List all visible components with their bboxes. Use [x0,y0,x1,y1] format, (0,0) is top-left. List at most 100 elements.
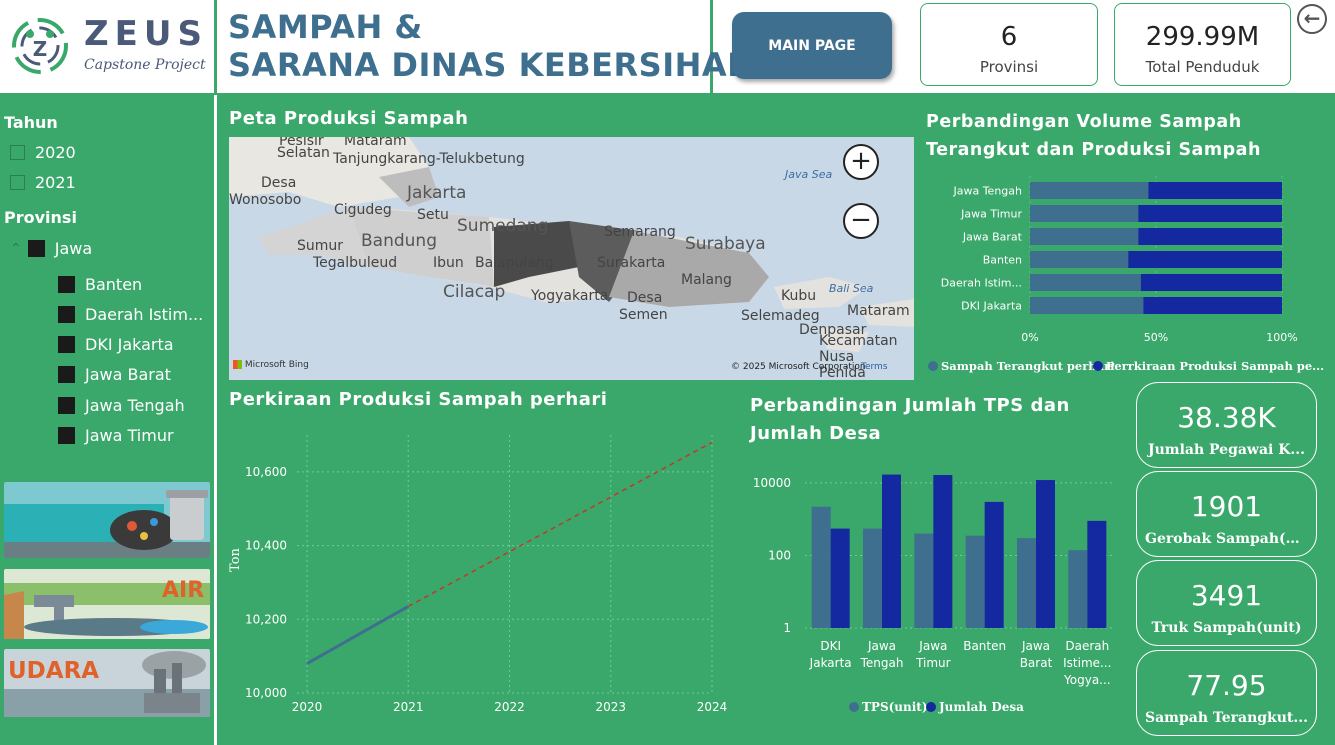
vbar-category-label: Jawa [867,639,896,653]
map-label: Semen [619,307,668,323]
banner-udara[interactable] [4,649,210,717]
vbar-category-label: Banten [963,639,1006,653]
vbar-bar [984,501,1004,628]
map-label: Tanjungkarang-Telukbetung [333,151,525,167]
vbar-category-label: Yogya... [1063,673,1111,687]
map-label: Selemadeg [741,308,820,324]
map-label: Mataram [847,303,910,319]
hbar-legend-label: Sampah Terangkut perhari [941,359,1115,373]
line-ytick-label: 10,000 [245,686,287,700]
map-view[interactable]: Pesisir Selatan Mataram Tanjungkarang-Te… [229,137,914,380]
line-title: Perkiraan Produksi Sampah perhari [229,389,608,410]
hbar-bar [1030,251,1129,268]
hbar-bar [1030,205,1139,222]
checkbox-icon[interactable] [58,396,75,414]
chevron-up-icon[interactable]: ⌃ [10,240,22,257]
line-xtick-label: 2023 [595,700,626,714]
card-gerobak: 1901 Gerobak Sampah(u... [1136,471,1317,557]
checkbox-icon[interactable] [58,366,75,383]
checkbox-icon[interactable] [58,305,75,323]
vbar-bar [1036,480,1055,628]
hbar-bar [1148,182,1282,199]
filter-group-jawa[interactable]: ⌃ Jawa [10,239,93,258]
card-value: 1901 [1190,490,1263,523]
hbar-legend-label: Perrkiraan Produksi Sampah pe... [1106,359,1324,373]
map-label: Malang [681,272,732,288]
hbar-bar [1128,251,1282,268]
zoom-in-icon[interactable]: + [843,144,879,180]
card-truk: 3491 Truk Sampah(unit) [1136,560,1317,646]
banner-sampah[interactable] [4,482,210,558]
card-value: 38.38K [1177,401,1276,434]
zeus-logo-icon: Z [6,12,74,80]
vbar-category-label: Jawa [1021,639,1050,653]
checkbox-icon[interactable] [58,335,75,353]
zoom-out-icon[interactable]: − [843,203,879,239]
filter-year-2021[interactable]: 2021 [10,173,76,192]
hbar-bar [1030,228,1139,245]
map-label: Desa [261,175,297,191]
map-label: Tegalbuleud [313,255,398,271]
map-label: Nusa [819,349,855,365]
map-terms-link[interactable]: Terms [861,362,888,372]
line-ytick-label: 10,400 [245,539,287,553]
vbar-legend-label: Jumlah Desa [938,700,1024,714]
map-label: Surakarta [597,255,666,271]
map-label: Balapulang [475,255,554,271]
banner-air-label: AIR [162,578,205,603]
checkbox-icon[interactable] [27,240,45,257]
hbar-bar [1140,274,1282,291]
hbar-category-label: DKI Jakarta [961,300,1022,313]
card-value: 3491 [1190,579,1263,612]
filter-province-item[interactable]: Banten [58,269,203,299]
checkbox-icon[interactable] [58,426,75,444]
map-label: Penida [819,365,866,380]
card-label: Gerobak Sampah(u... [1145,531,1311,547]
back-arrow-icon[interactable]: ← [1297,4,1327,34]
vbar-category-label: Tengah [860,656,904,670]
line-series-forecast [407,441,713,608]
vbar-bar [1068,550,1088,628]
filter-provinsi-label: Provinsi [4,208,77,227]
hbar-bar [1138,205,1282,222]
vbar-chart: 1 100 10000 DKI Jakarta Jawa Tengah Jawa Timur Ba… [753,474,1113,714]
hbar-title: Perbandingan Volume Sampah Terangkut dan… [926,112,1261,160]
map-label: Sumedang [457,216,549,236]
vbar-bar [863,528,882,628]
vbar-ytick-label: 10000 [753,476,791,490]
map-copyright: © 2025 Microsoft Corporation [731,362,866,372]
header-bar [0,0,1335,95]
hbar-bar [1138,228,1282,245]
filter-province-item[interactable]: Jawa Timur [58,420,203,450]
map-label: Setu [417,207,449,223]
kpi-penduduk-label: Total Penduduk [1145,58,1260,76]
filter-year-2020[interactable]: 2020 [10,143,76,162]
filter-province-item[interactable]: DKI Jakarta [58,329,203,359]
checkbox-icon[interactable] [10,145,25,160]
map-label: Wonosobo [229,192,302,208]
map-label: Surabaya [685,234,766,254]
logo-name: ZEUS [84,14,208,54]
bing-logo-icon [233,360,242,369]
header-bottom-line [0,93,1335,96]
line-xtick-label: 2022 [494,700,525,714]
hbar-bar [1030,297,1144,314]
checkbox-icon[interactable] [10,175,25,190]
hbar-category-label: Banten [983,254,1022,267]
filter-province-item[interactable]: Daerah Istim... [58,299,203,329]
banner-air[interactable] [4,569,210,639]
filter-province-item[interactable]: Jawa Tengah [58,390,203,420]
vbar-ytick-label: 1 [783,621,791,635]
map-label: Ibun [433,255,464,271]
main-page-button[interactable]: MAIN PAGE [732,12,892,79]
map-label: Cilacap [443,282,506,302]
checkbox-icon[interactable] [58,275,75,293]
filter-province-item[interactable]: Jawa Barat [58,359,203,390]
legend-dot-icon [849,702,859,712]
hbar-category-label: Jawa Barat [962,231,1023,244]
line-ytick-label: 10,200 [245,612,287,626]
hbar-tick-label: 0% [1021,331,1038,344]
hbar-bar [1030,182,1149,199]
card-terangkut: 77.95 Sampah Terangkut... [1136,650,1317,736]
kpi-provinsi-card: 6 Provinsi [920,3,1098,86]
